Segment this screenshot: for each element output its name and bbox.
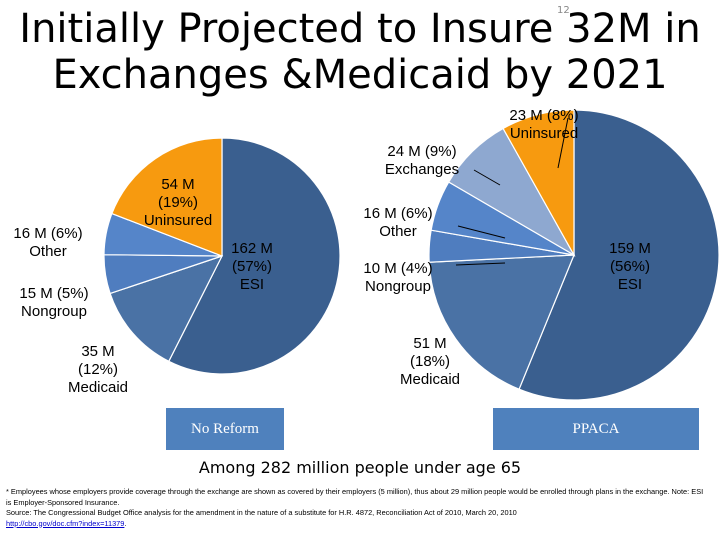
leader-line [473,169,501,186]
footnote: * Employees whose employers provide cove… [6,487,706,529]
label-ppaca-exchanges: 24 M (9%) Exchanges [384,143,460,178]
label-ppaca-medicaid: 51 M (18%) Medicaid [399,335,461,388]
leader-line [455,262,506,266]
pie-slice-ppaca-esi [518,109,720,401]
label-ppaca-uninsured: 23 M (8%) Uninsured [509,107,579,142]
label-noreform-other: 16 M (6%) Other [13,225,83,260]
pie-slice-no-reform-esi [167,137,341,375]
page-title: Initially Projected to Insure 32M in Exc… [19,6,701,98]
footnote-source: Source: The Congressional Budget Office … [6,508,517,517]
label-ppaca-other: 16 M (6%) Other [363,205,433,240]
label-ppaca-nongroup: 10 M (4%) Nongroup [363,260,433,295]
leader-lines [455,117,569,266]
label-noreform-medicaid: 35 M (12%) Medicaid [67,343,129,396]
footnote-note: * Employees whose employers provide cove… [6,487,704,507]
label-noreform-uninsured: 54 M (19%) Uninsured [143,176,213,229]
pie-chart-no-reform [103,137,341,375]
pie-slice-ppaca-medicaid [428,254,575,390]
pie-slice-no-reform-uninsured [111,137,223,257]
label-noreform-esi: 162 M (57%) ESI [231,240,273,293]
caption: Among 282 million people under age 65 [198,458,522,477]
leader-line [557,117,569,169]
leader-line [457,225,506,239]
source-link-suffix: . [124,518,127,528]
pie-chart-ppaca [428,109,720,401]
pie-slice-no-reform-medicaid [109,254,224,363]
slide-number: 12 [557,5,570,16]
ppaca-button[interactable]: PPACA [493,408,699,450]
source-link[interactable]: http://cbo.gov/doc.cfm?index=11379 [6,518,125,528]
label-ppaca-esi: 159 M (56%) ESI [609,240,651,293]
no-reform-button[interactable]: No Reform [166,408,284,450]
label-noreform-nongroup: 15 M (5%) Nongroup [19,285,89,320]
pie-slice-ppaca-uninsured [502,109,575,258]
